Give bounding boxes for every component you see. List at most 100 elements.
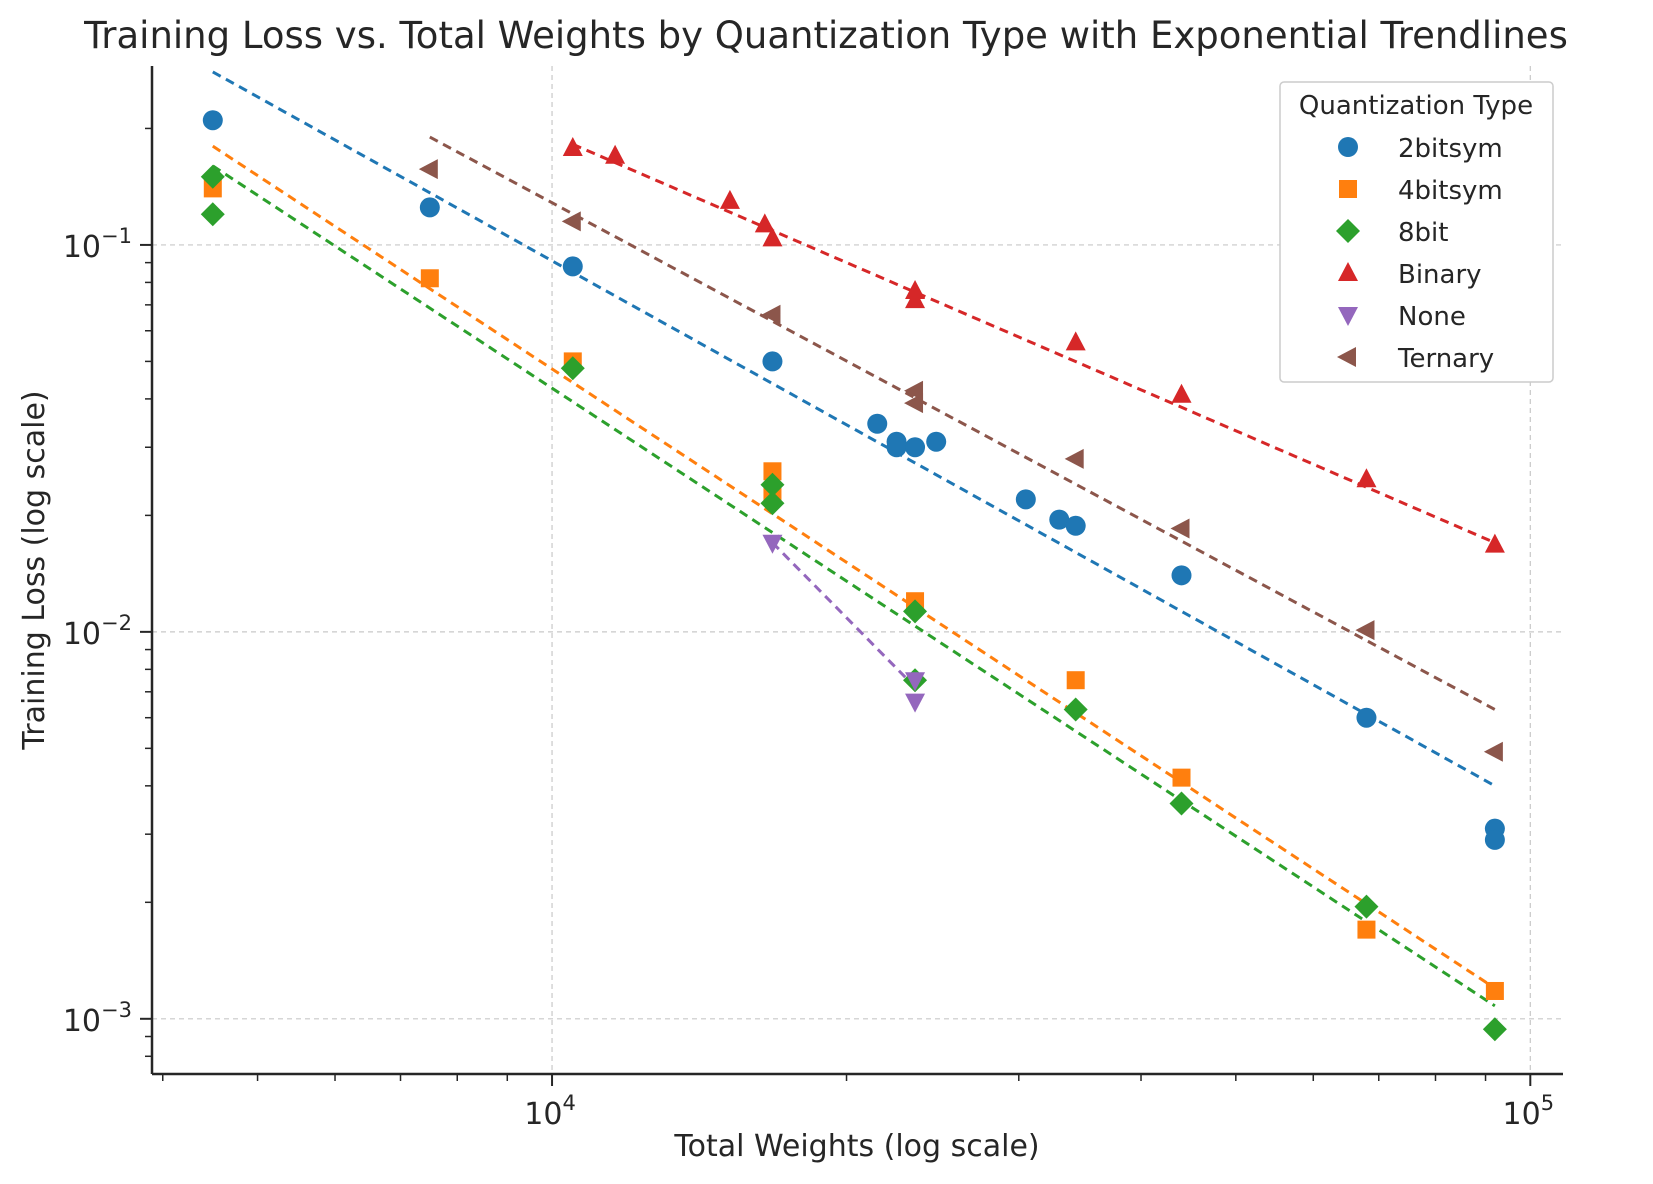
point-ternary [561,211,581,232]
point-binary [719,189,740,209]
point-2bitsym [1015,489,1036,510]
point-2bitsym [886,437,907,458]
point-2bitsym [762,351,783,372]
legend-title: Quantization Type [1299,91,1533,121]
legend-label-4bitsym: 4bitsym [1398,176,1503,206]
point-ternary [1355,620,1375,641]
y-tick-base: 10 [63,1004,101,1039]
point-8bit [200,164,225,189]
point-8bit [1169,791,1194,816]
point-binary [1065,331,1086,351]
legend-marker-binary [1338,262,1358,281]
grid-layer [152,66,1563,1074]
legend-item-2bitsym: 2bitsym [1338,134,1503,164]
point-8bit [903,599,928,624]
legend-marker-2bitsym [1338,137,1358,157]
point-binary [1356,468,1377,488]
x-tick-label: 104 [524,1091,576,1132]
point-none [905,693,926,713]
y-tick-exponent: −1 [101,224,132,248]
legend-item-4bitsym: 4bitsym [1339,176,1503,206]
legend-label-ternary: Ternary [1397,344,1494,374]
point-binary [905,289,926,309]
x-tick-exponent: 5 [1541,1091,1554,1115]
point-ternary [418,159,438,180]
y-tick-exponent: −3 [101,998,132,1022]
legend-label-2bitsym: 2bitsym [1398,134,1503,164]
y-tick-label: 10−1 [63,224,132,265]
point-8bit [560,356,585,381]
points-layer [200,110,1507,1042]
x-tick-base: 10 [524,1097,562,1132]
point-2bitsym [1484,829,1505,850]
point-2bitsym [1065,515,1086,536]
point-4bitsym [1066,671,1085,690]
point-2bitsym [562,256,583,277]
x-axis-label: Total Weights (log scale) [673,1129,1039,1164]
y-axis-label: Training Loss (log scale) [17,390,52,750]
point-binary [1171,383,1192,403]
trendline-binary [572,142,1496,545]
point-ternary [1483,741,1503,762]
point-ternary [761,304,781,325]
point-8bit [1063,697,1088,722]
series-ternary [418,159,1503,762]
point-8bit [760,472,785,497]
legend: Quantization Type 2bitsym 4bitsym 8bit Bina… [1279,81,1554,383]
point-4bitsym [763,462,782,481]
chart-title: Training Loss vs. Total Weights by Quant… [83,14,1568,57]
point-none [762,534,783,554]
x-tick-base: 10 [1503,1097,1541,1132]
legend-item-ternary: Ternary [1337,344,1494,374]
legend-marker-ternary [1337,347,1356,367]
point-8bit [1354,894,1379,919]
point-4bitsym [420,269,439,288]
x-tick-exponent: 4 [562,1091,575,1115]
y-tick-base: 10 [63,230,101,265]
point-4bitsym [1485,981,1504,1000]
y-tick-label: 10−3 [63,998,132,1039]
point-ternary [904,393,924,414]
point-2bitsym [1171,565,1192,586]
point-4bitsym [1357,920,1376,939]
point-none [905,672,926,692]
legend-item-8bit: 8bit [1336,218,1448,248]
legend-marker-none [1338,307,1358,326]
point-ternary [1064,448,1084,469]
x-tick-label: 105 [1503,1091,1555,1132]
point-2bitsym [1356,707,1377,728]
y-tick-base: 10 [63,617,101,652]
legend-items: 2bitsym 4bitsym 8bit Binary None Ternary [1336,134,1503,374]
legend-label-8bit: 8bit [1398,218,1448,248]
series-8bit [200,164,1507,1042]
y-tick-exponent: −2 [101,611,132,635]
series-none [762,534,926,713]
legend-marker-8bit [1336,219,1360,243]
point-2bitsym [202,110,223,131]
trendline-2bitsym [212,70,1496,788]
legend-marker-4bitsym [1339,180,1357,198]
point-binary [562,137,583,157]
legend-label-none: None [1398,302,1466,332]
point-2bitsym [867,413,888,434]
point-ternary [1170,518,1190,539]
point-2bitsym [905,437,926,458]
point-binary [762,227,783,247]
series-binary [562,137,1505,553]
legend-label-binary: Binary [1398,260,1482,290]
point-2bitsym [419,197,440,218]
point-8bit [760,491,785,516]
y-tick-label: 10−2 [63,611,132,652]
trendline-8bit [211,164,1496,1008]
trendline-ternary [429,135,1496,711]
series-2bitsym [202,110,1505,850]
point-8bit [200,202,225,227]
point-binary [1484,533,1505,553]
point-4bitsym [1172,768,1191,787]
point-binary [605,144,626,164]
axes-layer [150,66,1563,1076]
point-8bit [1482,1017,1507,1042]
